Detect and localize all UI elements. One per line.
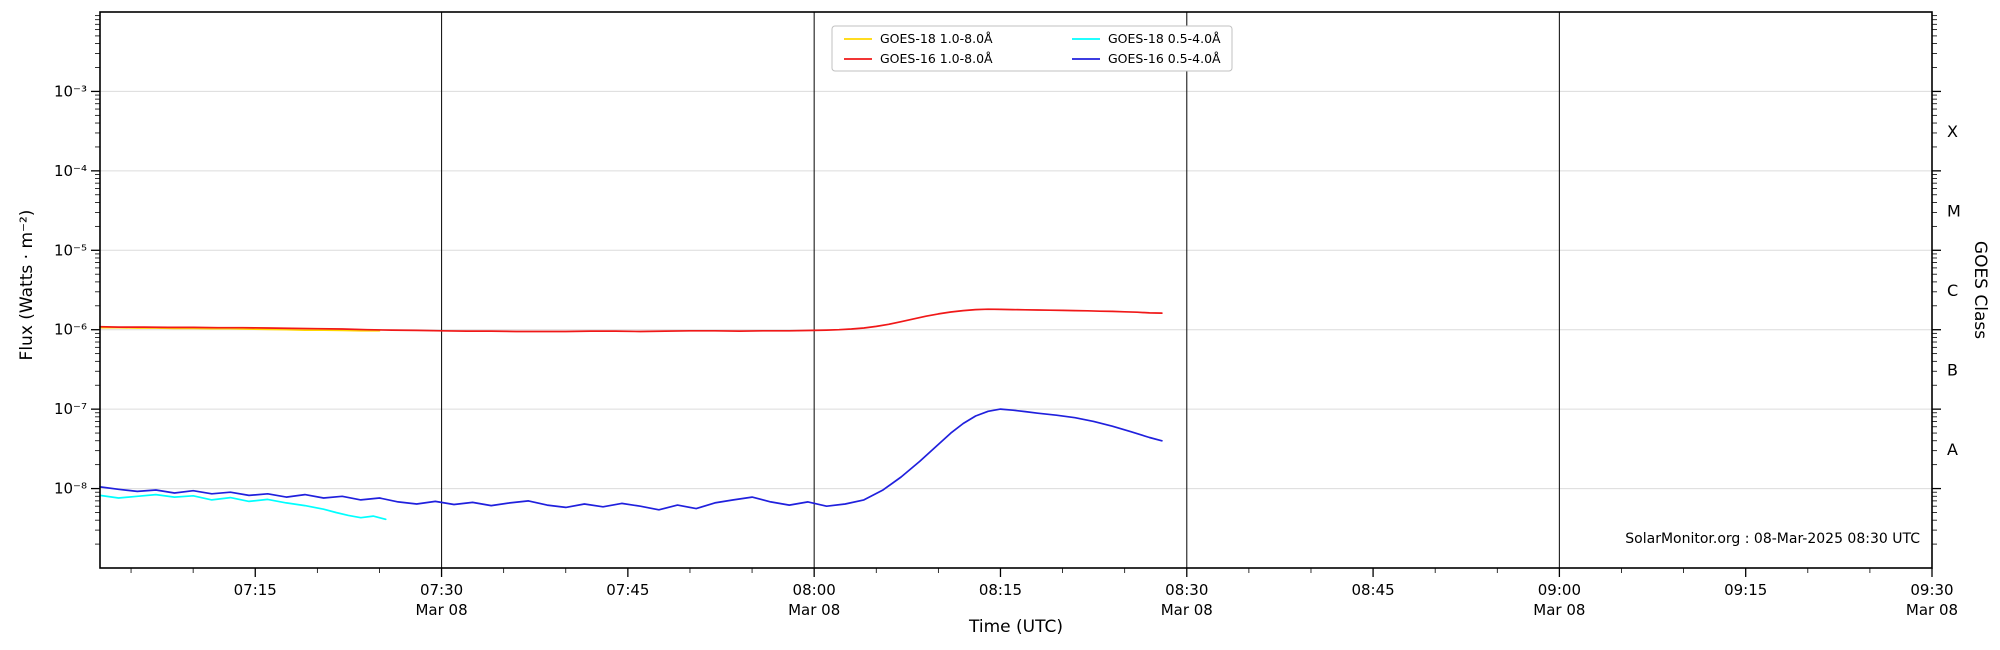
- legend: GOES-18 1.0-8.0Å GOES-16 1.0-8.0Å GOES-18 …: [831, 25, 1233, 72]
- svg-text:08:45: 08:45: [1351, 581, 1394, 599]
- svg-text:07:30: 07:30: [420, 581, 463, 599]
- svg-text:10⁻⁸: 10⁻⁸: [54, 480, 87, 498]
- svg-text:Mar 08: Mar 08: [788, 601, 840, 619]
- svg-text:07:45: 07:45: [606, 581, 649, 599]
- svg-text:Mar 08: Mar 08: [415, 601, 467, 619]
- svg-text:10⁻⁷: 10⁻⁷: [54, 400, 87, 418]
- series-lines: [99, 308, 1163, 521]
- y-axis-title: Flux (Watts · m⁻²): [17, 209, 37, 361]
- axis-ticks: 10⁻³ 10⁻⁴ 10⁻⁵ 10⁻⁶ 10⁻⁷ 10⁻⁸ 07:15 07:30 Mar 08…: [54, 15, 1958, 619]
- legend-label-goes18-short: GOES-18 0.5-4.0Å: [1108, 31, 1221, 46]
- svg-text:X: X: [1947, 122, 1958, 141]
- day-boundary-lines: [441, 12, 1560, 568]
- svg-text:10⁻⁶: 10⁻⁶: [54, 321, 87, 339]
- y-gridlines: [100, 90, 1932, 490]
- svg-text:A: A: [1947, 440, 1958, 459]
- legend-label-goes18-long: GOES-18 1.0-8.0Å: [880, 31, 993, 46]
- series-line-goes16-long: [99, 308, 1163, 333]
- svg-text:10⁻⁵: 10⁻⁵: [54, 241, 87, 259]
- series-line-goes18-short: [99, 493, 387, 521]
- svg-text:09:00: 09:00: [1538, 581, 1581, 599]
- svg-text:07:15: 07:15: [234, 581, 277, 599]
- legend-label-goes16-short: GOES-16 0.5-4.0Å: [1108, 51, 1221, 66]
- legend-label-goes16-long: GOES-16 1.0-8.0Å: [880, 51, 993, 66]
- series-line-goes18-long: [99, 326, 381, 332]
- svg-text:09:30: 09:30: [1910, 581, 1953, 599]
- svg-text:Mar 08: Mar 08: [1533, 601, 1585, 619]
- svg-text:C: C: [1947, 281, 1958, 300]
- svg-text:09:15: 09:15: [1724, 581, 1767, 599]
- svg-text:08:30: 08:30: [1165, 581, 1208, 599]
- svg-text:10⁻⁴: 10⁻⁴: [54, 162, 87, 180]
- plot-frame: [99, 11, 1933, 569]
- solarmonitor-annotation: SolarMonitor.org : 08-Mar-2025 08:30 UTC: [1625, 531, 1920, 547]
- x-axis-title: Time (UTC): [969, 617, 1063, 637]
- legend-box: [831, 25, 1233, 72]
- svg-text:Mar 08: Mar 08: [1906, 601, 1958, 619]
- series-line-goes16-short: [99, 408, 1163, 511]
- svg-text:Mar 08: Mar 08: [1161, 601, 1213, 619]
- goes-class-labels: X M C B A: [1947, 122, 1961, 459]
- svg-text:M: M: [1947, 202, 1961, 221]
- svg-text:B: B: [1947, 360, 1958, 379]
- svg-text:08:00: 08:00: [793, 581, 836, 599]
- svg-text:08:15: 08:15: [979, 581, 1022, 599]
- goes-class-axis-title: GOES Class: [1970, 240, 1990, 340]
- svg-text:10⁻³: 10⁻³: [54, 82, 87, 100]
